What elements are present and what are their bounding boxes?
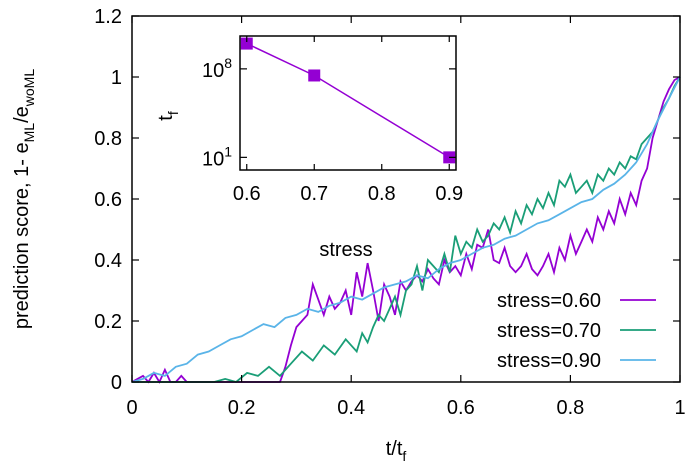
series-line-1 (132, 76, 681, 383)
y-tick-label: 1.2 (94, 6, 122, 28)
inset-x-tick-label: 0.8 (368, 183, 396, 205)
inset-y-axis-label-main: t (155, 115, 177, 121)
inset-x-tick-label: 0.6 (233, 183, 261, 205)
inset-y-tick-exponent: 8 (224, 55, 232, 71)
legend-label-2: stress=0.90 (497, 350, 601, 372)
inset-plot-frame (239, 35, 457, 171)
inset-y-axis-label: tf (155, 111, 181, 121)
series-line-2 (131, 76, 681, 383)
inset-y-tick-base: 10 (202, 60, 224, 82)
x-axis-label-sub: f (402, 448, 406, 464)
x-axis-label-main: t/t (386, 438, 403, 460)
inset-background (240, 36, 456, 170)
inset-y-tick-exponent: 1 (224, 143, 232, 159)
x-tick-label: 0 (126, 397, 137, 419)
inset-x-axis-label: stress (319, 239, 372, 261)
y-axis-label-sub2: woML (21, 69, 37, 108)
y-axis-label: prediction score, 1- eML/ewoML (11, 69, 37, 329)
y-tick-label: 0 (111, 372, 122, 394)
y-tick-label: 0.2 (94, 311, 122, 333)
x-tick-label: 0.8 (556, 397, 584, 419)
y-tick-label: 0.6 (94, 189, 122, 211)
inset-y-tick-base: 10 (202, 148, 224, 170)
x-tick-label: 0.2 (228, 397, 256, 419)
y-axis-label-sub1: ML (21, 123, 37, 143)
x-axis-label: t/tf (386, 438, 407, 464)
inset-y-axis-label-sub: f (165, 111, 181, 115)
inset-series-group (240, 37, 456, 164)
legend-label-0: stress=0.60 (497, 290, 601, 312)
y-tick-label: 1 (111, 67, 122, 89)
inset-x-tick-label: 0.9 (435, 183, 463, 205)
y-tick-label: 0.8 (94, 128, 122, 150)
inset-y-tick-label: 108 (202, 55, 232, 82)
inset-x-tick-label: 0.7 (300, 183, 328, 205)
main-ticks-group: 0 0.2 0.4 0.6 0.8 100.20.40.60.811.2 (94, 6, 685, 419)
inset-point-0 (240, 37, 253, 50)
x-tick-label: 1 (674, 397, 685, 419)
x-tick-label: 0.4 (337, 397, 365, 419)
legend: stress=0.60 stress=0.70 stress=0.90 (497, 290, 656, 372)
y-axis-label-main: prediction score, 1- e (11, 142, 33, 329)
x-tick-label: 0.6 (447, 397, 475, 419)
inset-y-tick-label: 101 (202, 143, 232, 170)
y-axis-label-sep: /e (11, 106, 33, 123)
inset-point-1 (308, 69, 321, 82)
y-tick-label: 0.4 (94, 250, 122, 272)
legend-label-1: stress=0.70 (497, 320, 601, 342)
